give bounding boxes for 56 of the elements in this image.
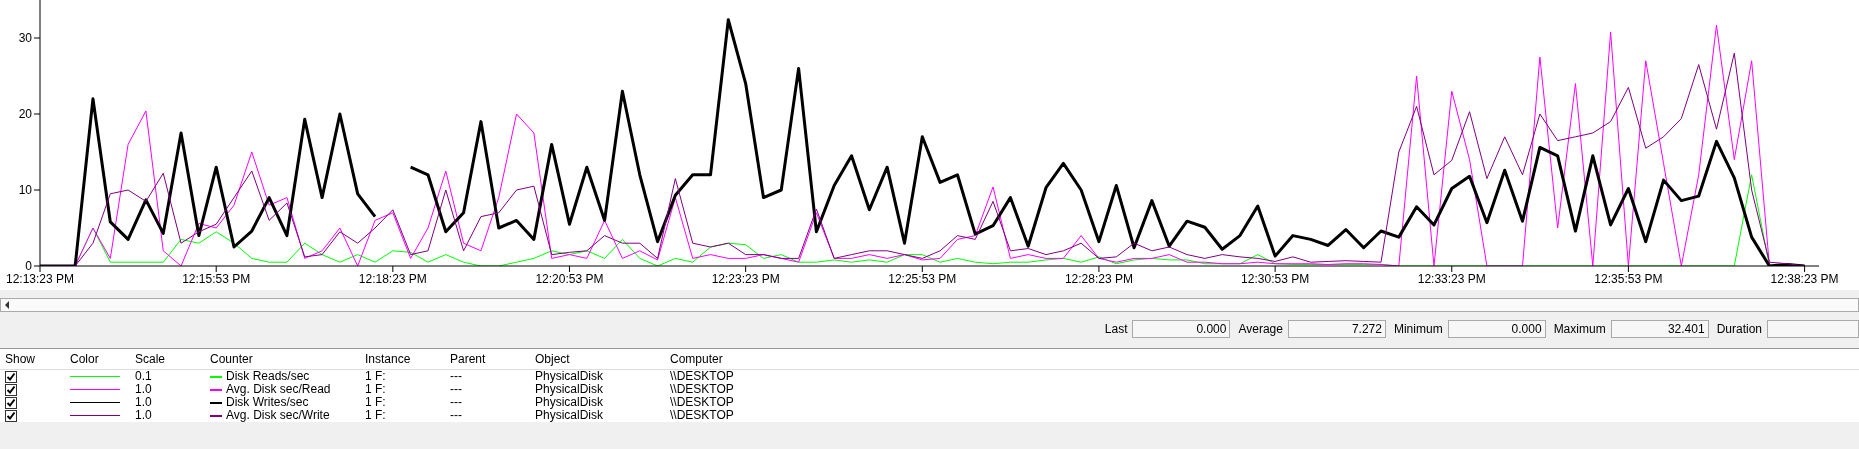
legend-label: Disk Writes/sec	[225, 395, 310, 409]
y-tick-label: 30	[18, 31, 33, 46]
text: 1 F:	[364, 382, 387, 396]
x-tick-label: 12:18:23 PM	[358, 271, 427, 286]
text: \\DESKTOP	[669, 369, 735, 383]
x-tick-label: 12:15:53 PM	[182, 271, 251, 286]
text: Show	[4, 351, 37, 368]
text: ---	[449, 408, 463, 422]
x-tick-label: 12:28:23 PM	[1064, 271, 1133, 286]
text: Average	[1238, 322, 1283, 336]
text: Minimum	[1393, 322, 1443, 336]
text: 1 F:	[364, 408, 387, 422]
text: Last	[1104, 322, 1128, 336]
text: 0.1	[134, 369, 153, 383]
text: PhysicalDisk	[534, 382, 604, 396]
text: \\DESKTOP	[669, 408, 735, 422]
text: PhysicalDisk	[534, 408, 604, 422]
text: Color	[69, 351, 100, 368]
text: 1.0	[134, 395, 153, 409]
text: Computer	[669, 351, 724, 368]
x-tick-label: 12:13:23 PM	[5, 271, 75, 286]
text: 7.272	[1287, 320, 1386, 338]
text: Counter	[209, 351, 254, 368]
legend-label: Avg. Disk sec/Read	[225, 382, 332, 396]
x-tick-label: 12:25:53 PM	[888, 271, 957, 286]
text: ---	[449, 395, 463, 409]
text: Object	[534, 351, 571, 368]
text: \\DESKTOP	[669, 382, 735, 396]
y-tick-label: 20	[18, 107, 33, 122]
y-tick-label: 10	[18, 183, 33, 198]
x-tick-label: 12:38:23 PM	[1770, 271, 1839, 286]
text: 1.0	[134, 382, 153, 396]
text: 32.401	[1610, 320, 1709, 338]
text: 0.000	[1132, 320, 1231, 338]
x-tick-label: 12:23:23 PM	[711, 271, 780, 286]
text: PhysicalDisk	[534, 395, 604, 409]
text: Scale	[134, 351, 167, 368]
legend-label: Avg. Disk sec/Write	[225, 408, 331, 422]
text: Maximum	[1553, 322, 1606, 336]
text: Instance	[364, 351, 412, 368]
text: Duration	[1716, 322, 1762, 336]
text: 1.0	[134, 408, 153, 422]
x-tick-label: 12:35:53 PM	[1594, 271, 1663, 286]
x-tick-label: 12:33:23 PM	[1417, 271, 1486, 286]
text: ---	[449, 369, 463, 383]
text: 0.000	[1447, 320, 1546, 338]
text: \\DESKTOP	[669, 395, 735, 409]
text: ---	[449, 382, 463, 396]
text: 1 F:	[364, 369, 387, 383]
y-tick-label: 0	[25, 259, 33, 274]
text: 1 F:	[364, 395, 387, 409]
x-tick-label: 12:20:53 PM	[535, 271, 604, 286]
text: Parent	[449, 351, 487, 368]
legend-label: Disk Reads/sec	[225, 369, 311, 383]
x-tick-label: 12:30:53 PM	[1241, 271, 1310, 286]
text: PhysicalDisk	[534, 369, 604, 383]
